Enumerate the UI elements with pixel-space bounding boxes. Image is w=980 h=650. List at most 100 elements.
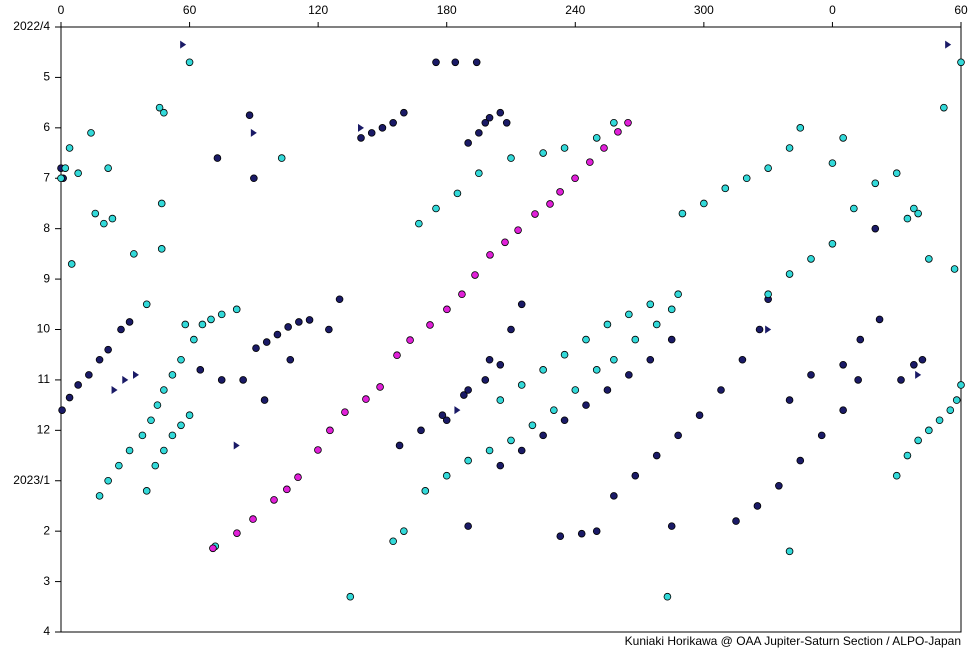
- data-point: [284, 323, 292, 331]
- data-point: [785, 144, 794, 152]
- data-point: [678, 209, 687, 218]
- data-point: [850, 204, 858, 213]
- data-point: [738, 355, 747, 364]
- data-point: [104, 476, 112, 485]
- y-tick-label: 2022/4: [13, 19, 50, 33]
- data-point: [514, 226, 522, 234]
- data-point: [550, 406, 558, 414]
- data-point: [496, 108, 505, 117]
- data-point: [785, 396, 794, 404]
- data-point: [147, 416, 155, 425]
- data-point: [357, 134, 365, 142]
- data-point: [305, 316, 314, 324]
- data-point: [646, 355, 655, 364]
- data-point: [481, 376, 490, 384]
- data-point: [507, 154, 515, 162]
- data-point: [839, 406, 847, 414]
- data-point: [115, 461, 123, 470]
- data-point: [283, 485, 291, 494]
- data-point: [65, 144, 74, 152]
- data-point: [417, 426, 425, 435]
- x-tick-label: 0: [829, 3, 836, 17]
- data-point: [138, 431, 147, 440]
- data-point: [918, 355, 927, 364]
- data-point: [74, 381, 82, 389]
- data-point: [560, 144, 569, 152]
- data-point: [560, 416, 569, 425]
- data-point: [125, 318, 134, 326]
- data-point: [180, 40, 187, 49]
- data-point: [610, 355, 618, 364]
- data-point: [717, 386, 725, 394]
- data-point: [624, 118, 632, 127]
- data-point: [142, 487, 151, 495]
- data-point: [517, 446, 526, 455]
- data-point: [571, 386, 580, 394]
- data-point: [400, 108, 408, 117]
- data-point: [91, 209, 100, 218]
- data-point: [233, 529, 241, 537]
- x-tick-label: 0: [58, 3, 65, 17]
- data-point: [946, 406, 955, 414]
- data-point: [517, 381, 526, 389]
- data-point: [600, 144, 608, 152]
- data-point: [592, 527, 601, 535]
- data-point: [190, 335, 198, 344]
- data-point: [571, 174, 579, 183]
- data-point: [160, 108, 168, 117]
- data-point: [122, 375, 129, 384]
- data-point: [367, 129, 376, 137]
- data-point: [935, 416, 944, 425]
- data-point: [485, 355, 494, 364]
- y-tick-label: 2023/1: [13, 473, 50, 487]
- data-point: [168, 371, 177, 379]
- data-point: [453, 189, 462, 198]
- data-point: [95, 492, 104, 500]
- data-point: [546, 200, 554, 208]
- data-point: [185, 58, 194, 67]
- data-point: [915, 370, 922, 379]
- data-point: [903, 451, 912, 460]
- data-point: [755, 325, 764, 334]
- data-point: [582, 401, 590, 409]
- data-point: [421, 487, 430, 495]
- data-point: [326, 426, 334, 435]
- data-point: [475, 129, 483, 137]
- data-point: [646, 300, 655, 309]
- data-point: [631, 471, 640, 480]
- x-tick-label: 180: [437, 3, 457, 17]
- data-point: [153, 401, 162, 409]
- data-point: [460, 391, 468, 399]
- x-tick-label: 120: [308, 3, 328, 17]
- data-point: [464, 522, 472, 530]
- data-point: [764, 164, 772, 172]
- data-point: [341, 408, 349, 416]
- data-point: [472, 58, 481, 67]
- data-point: [796, 456, 805, 465]
- data-point: [432, 204, 440, 213]
- data-point: [442, 416, 451, 425]
- data-point: [239, 376, 247, 384]
- data-point: [443, 305, 451, 314]
- data-point: [839, 134, 847, 142]
- data-point: [732, 517, 740, 525]
- data-point: [376, 383, 384, 391]
- x-tick-label: 60: [954, 3, 968, 17]
- data-point: [207, 315, 215, 324]
- data-point: [610, 492, 618, 500]
- data-point: [217, 376, 226, 384]
- data-point: [897, 376, 905, 384]
- data-point: [785, 547, 794, 556]
- data-point: [464, 386, 472, 394]
- data-point: [674, 431, 682, 440]
- data-point: [945, 40, 952, 49]
- data-point: [940, 103, 948, 112]
- data-point: [764, 290, 772, 299]
- data-point: [556, 188, 564, 196]
- data-point: [378, 124, 387, 132]
- data-point: [160, 386, 168, 394]
- data-point: [875, 315, 884, 324]
- data-point: [442, 471, 451, 480]
- y-tick-label: 5: [43, 70, 50, 84]
